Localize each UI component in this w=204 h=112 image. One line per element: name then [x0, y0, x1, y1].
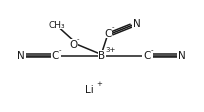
Text: -: - [59, 47, 61, 53]
Text: C: C [104, 29, 112, 39]
Text: 3+: 3+ [106, 47, 116, 53]
Text: -: - [151, 47, 153, 53]
Text: N: N [17, 51, 24, 61]
Text: C: C [143, 51, 151, 61]
Text: N: N [133, 19, 141, 28]
Text: Li: Li [85, 85, 94, 95]
Text: O: O [69, 40, 78, 50]
Text: -: - [112, 24, 114, 30]
Text: B: B [99, 51, 105, 61]
Text: C: C [51, 51, 59, 61]
Text: CH₃: CH₃ [49, 21, 65, 30]
Text: N: N [178, 51, 185, 61]
Text: +: + [96, 80, 102, 86]
Text: -: - [77, 36, 80, 41]
